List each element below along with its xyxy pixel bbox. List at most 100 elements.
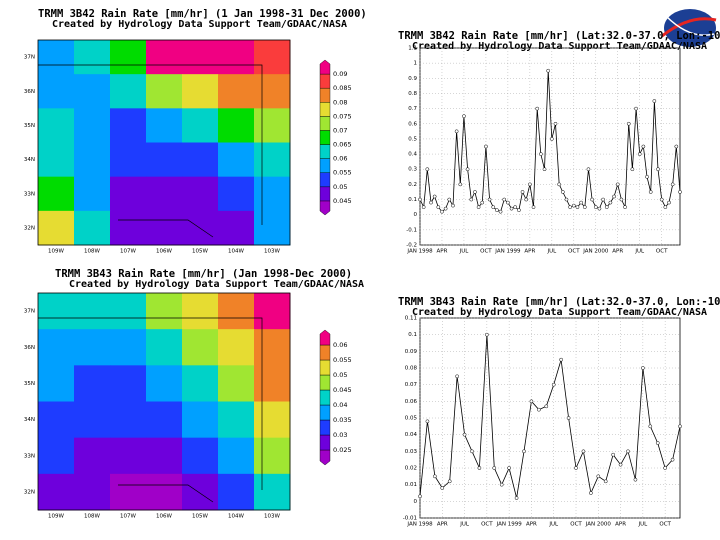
contour-cell [146,142,183,178]
data-point [492,466,497,470]
data-point [418,197,422,202]
data-point [641,366,645,370]
y-tick-label: 1.1 [408,46,417,52]
contour-cell [218,108,255,143]
data-point [509,206,514,211]
data-point [485,332,489,337]
data-point [593,205,598,209]
x-tick-label: 109W [48,514,64,520]
contour-cell [146,401,183,439]
colorbar-label: 0.085 [333,84,352,92]
y-tick-label: 0.11 [405,316,417,322]
contour-cell [218,74,255,109]
chart-subtitle: Created by Hydrology Data Support Team/G… [412,41,707,52]
colorbar-label: 0.09 [333,70,347,78]
data-point [604,205,609,209]
data-point [568,205,572,209]
colorbar-swatch [319,172,331,188]
data-point [633,477,638,482]
x-tick-label: JUL [548,522,559,528]
y-tick-label: 35N [24,123,35,129]
contour-cell [254,329,291,366]
chart-subtitle: Created by Hydrology Data Support Team/G… [52,19,347,30]
x-tick-label: JUL [459,249,470,255]
colorbar-label: 0.08 [333,98,347,106]
x-tick-label: 105W [192,514,208,520]
data-point [601,197,605,202]
contour-cell [74,365,111,402]
y-tick-label: 0.09 [405,349,418,355]
contour-cell [110,437,147,475]
data-point [586,167,591,172]
data-point [648,190,653,194]
contour-cell [74,142,111,178]
colorbar-swatch [319,419,331,436]
contour-cell [38,293,75,330]
x-tick-label: JAN 1999 [496,522,523,528]
x-tick-label: APR [526,522,537,528]
data-point [522,449,526,454]
data-point [487,197,492,202]
data-point [582,205,587,209]
contour-cell [254,108,291,143]
data-point [425,419,430,424]
data-point [670,457,675,462]
data-point [571,203,576,208]
data-point [538,152,543,156]
boundary-line [38,317,263,503]
data-point [491,205,496,209]
data-point [559,357,563,362]
data-point [634,106,638,111]
data-point [433,474,437,479]
data-point [499,482,504,487]
contour-cell [218,293,255,330]
colorbar-swatch [319,130,331,145]
data-point [458,182,463,187]
data-point [436,205,441,209]
contour-cell [254,365,291,402]
contour-cell [146,365,183,402]
data-point [549,137,554,141]
x-tick-label: JAN 1999 [494,249,521,255]
contour-cell [110,293,147,330]
contour-cell [146,473,183,511]
x-tick-label: 106W [156,514,172,520]
y-tick-label: 0.3 [408,167,417,173]
colorbar-swatch [319,116,331,131]
y-tick-label: 36N [24,345,35,351]
data-point [670,182,675,187]
contour-cell [218,365,255,402]
colorbar-label: 0.06 [333,155,347,163]
x-tick-label: JUL [634,249,645,255]
colorbar-swatch [319,87,331,103]
contour-cell [38,401,75,439]
data-point [425,167,430,172]
colorbar-swatch [319,404,331,421]
y-tick-label: 0.1 [408,332,417,338]
data-point [502,197,507,202]
colorbar-label: 0.065 [333,141,352,149]
y-tick-label: 34N [24,417,35,423]
contour-cell [110,142,147,178]
colorbar-label: 0.07 [333,126,347,134]
chart-subtitle: Created by Hydrology Data Support Team/G… [69,279,364,290]
data-point [440,486,445,490]
data-point [553,121,558,126]
contour-cell [74,401,111,439]
colorbar-swatch [319,102,331,117]
y-tick-label: 0.9 [408,76,417,82]
contour-cell [74,74,111,109]
colorbar-label: 0.03 [333,431,347,439]
data-point [659,197,664,202]
data-point [513,205,518,209]
data-point [537,407,541,412]
contour-cell [218,473,255,511]
x-tick-label: 104W [228,249,244,255]
colorbar-swatch [319,186,331,202]
colorbar-label: 0.055 [333,169,352,177]
data-point [520,190,525,194]
data-point [470,449,474,454]
contour-cell [74,108,111,143]
x-tick-label: OCT [659,522,671,528]
